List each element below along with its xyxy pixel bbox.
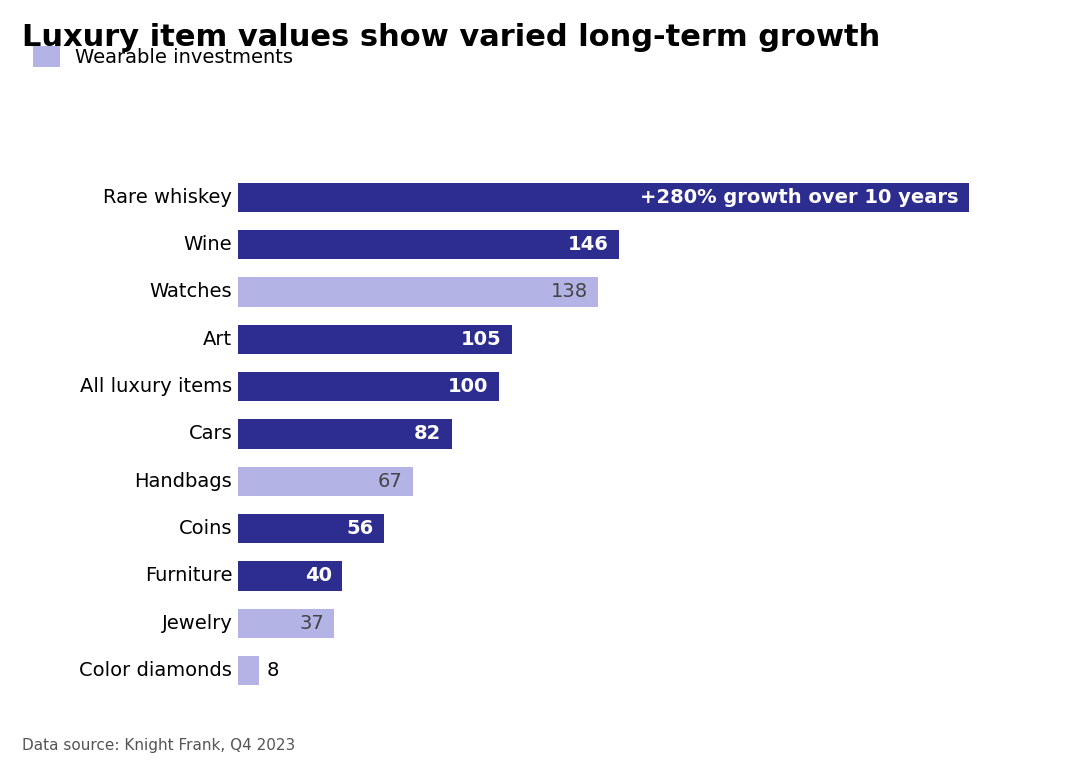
Text: 56: 56 — [347, 519, 374, 538]
Bar — [238, 467, 413, 496]
Bar — [238, 561, 342, 591]
Text: Rare whiskey: Rare whiskey — [104, 188, 232, 207]
Bar — [238, 372, 499, 401]
Text: 40: 40 — [305, 566, 332, 585]
Text: 67: 67 — [378, 472, 402, 491]
Text: +280% growth over 10 years: +280% growth over 10 years — [640, 188, 959, 207]
Text: 138: 138 — [551, 283, 588, 302]
Text: 100: 100 — [448, 377, 488, 396]
Bar — [238, 608, 335, 638]
Text: Color diamonds: Color diamonds — [80, 661, 232, 680]
Text: Watches: Watches — [150, 283, 232, 302]
Text: Data source: Knight Frank, Q4 2023: Data source: Knight Frank, Q4 2023 — [22, 737, 295, 753]
Bar — [238, 183, 969, 212]
Text: 105: 105 — [461, 329, 501, 349]
Bar — [238, 514, 383, 543]
Text: 146: 146 — [568, 235, 609, 254]
Bar — [238, 277, 598, 306]
Text: Art: Art — [203, 329, 232, 349]
Text: Luxury item values show varied long-term growth: Luxury item values show varied long-term… — [22, 23, 880, 52]
Text: Handbags: Handbags — [135, 472, 232, 491]
Text: Jewelry: Jewelry — [162, 614, 232, 633]
Text: 82: 82 — [414, 425, 442, 443]
Bar — [238, 419, 451, 449]
Text: Wine: Wine — [184, 235, 232, 254]
Text: Coins: Coins — [179, 519, 232, 538]
Bar — [238, 230, 619, 260]
Text: Cars: Cars — [189, 425, 232, 443]
Legend: Wearable investments: Wearable investments — [32, 46, 294, 68]
Bar — [238, 325, 512, 354]
Text: 8: 8 — [267, 661, 279, 680]
Text: All luxury items: All luxury items — [80, 377, 232, 396]
Text: 37: 37 — [299, 614, 324, 633]
Bar — [238, 656, 258, 685]
Text: Furniture: Furniture — [145, 566, 232, 585]
